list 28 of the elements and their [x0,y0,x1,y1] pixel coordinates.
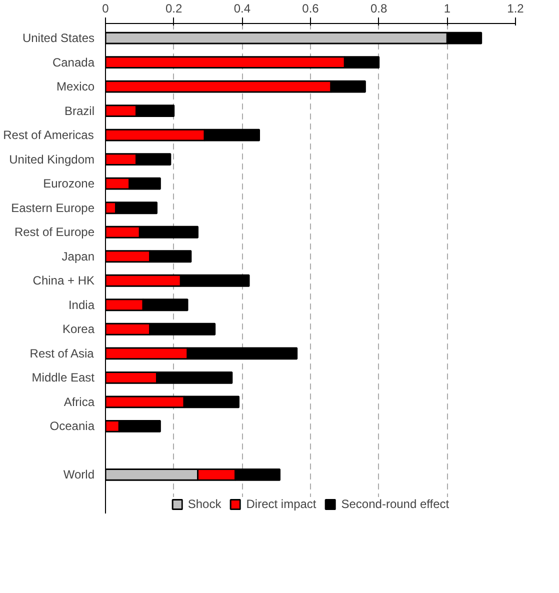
y-tick-label: Middle East [32,370,96,385]
y-tick-label: China + HK [32,274,95,288]
legend-label: Direct impact [246,497,316,511]
y-tick-label: Japan [62,249,95,264]
y-tick-label: Brazil [64,104,95,118]
y-tick-label: Eurozone [43,176,95,191]
y-tick-label: Oceania [50,419,95,434]
y-tick-label: Africa [64,394,95,409]
y-tick-label: Rest of Americas [3,128,94,142]
y-tick-label: United Kingdom [9,152,95,166]
y-tick-label: Eastern Europe [11,200,95,215]
y-tick-label: Korea [62,322,95,336]
y-tick-label: Rest of Asia [30,346,94,360]
x-tick-label: 0.4 [234,2,251,16]
y-tick-label: Mexico [56,80,95,94]
x-tick-label: 1 [444,2,451,16]
x-tick-label: 0.8 [370,2,388,16]
x-tick-label: 0.6 [302,2,320,16]
x-tick-label: 1.2 [507,2,524,16]
legend-label: Shock [188,497,222,511]
x-tick-label: 0 [102,2,110,16]
y-tick-label: World [63,468,95,482]
y-tick-label: Rest of Europe [14,225,95,240]
legend-label: Second-round effect [341,497,450,511]
y-tick-label: Canada [52,55,95,70]
y-tick-label: India [68,298,95,312]
x-tick-label: 0.2 [165,2,182,16]
y-tick-label: United States [22,31,95,46]
